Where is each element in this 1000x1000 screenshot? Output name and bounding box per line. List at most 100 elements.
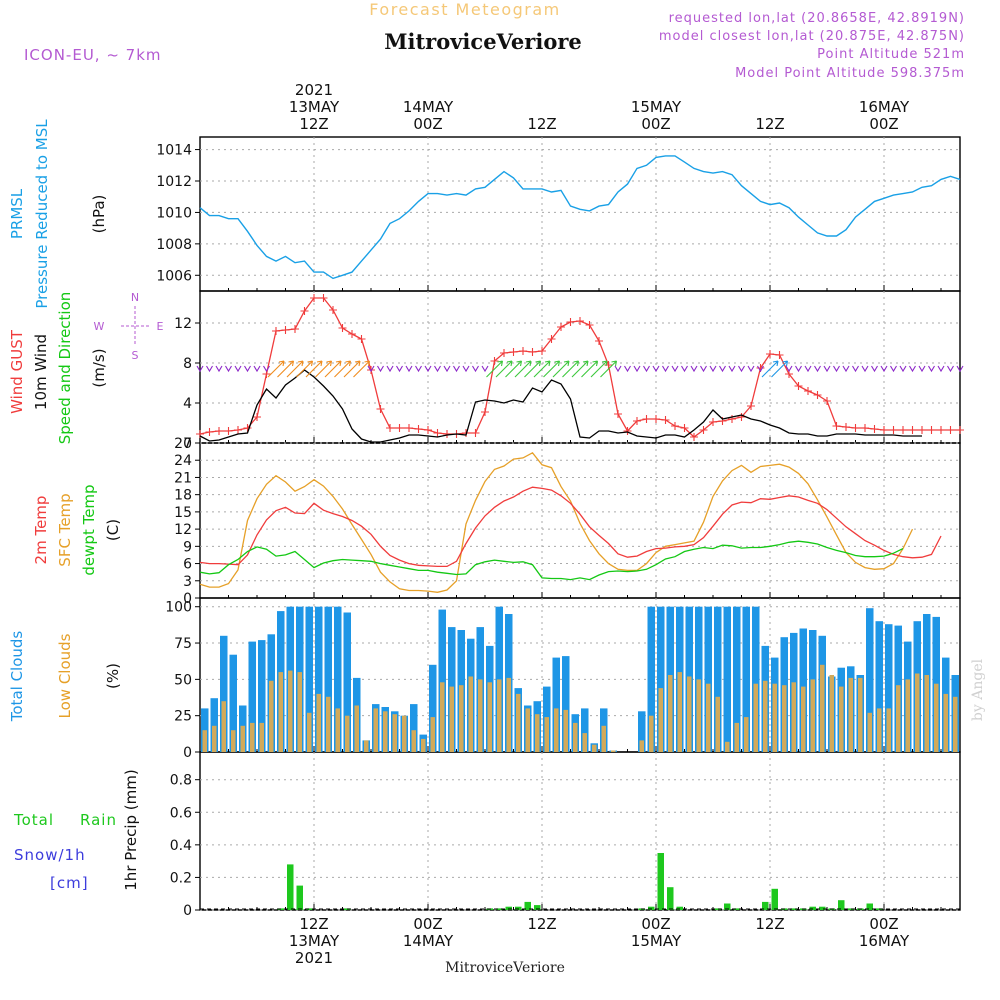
wind-direction-arrow [700,365,707,373]
bottom-time-label: 00Z [413,915,442,933]
low-cloud-bar [563,709,568,752]
gust-point [281,326,290,334]
gust-point [690,433,698,441]
wind-direction-arrow [533,360,551,378]
clouds-tick-label: 0 [183,745,192,761]
closest-coords: model closest lon,lat (20.875E, 42.875N) [659,29,965,44]
pressure-label: PRMSL [8,188,26,239]
low-cloud-bar [335,708,340,752]
low-cloud-bar [440,682,445,752]
gust-point [918,426,926,434]
wind-direction-arrow [909,365,916,373]
temp-dewpt-label: dewpt Temp [80,484,98,575]
total-cloud-bar [752,606,760,752]
gust-point [348,330,356,338]
low-cloud-bar [544,717,549,752]
wind-direction-arrow [652,365,660,373]
total-cloud-bar [866,608,874,752]
gust-point [424,426,432,434]
total-cloud-bar [552,657,560,752]
wind-direction-arrow [600,360,618,378]
gust-point [395,424,404,432]
total-cloud-bar [657,606,665,752]
wind-direction-arrow [662,365,669,373]
wind-direction-arrow [225,365,232,373]
gust-point [823,397,831,405]
wind-direction-arrow [405,365,413,373]
gust-point [414,425,423,433]
compass-north: N [131,291,139,304]
low-cloud-bar [677,672,682,752]
gust-point [775,351,784,359]
precip-bar [657,853,664,910]
wind-direction-arrow [614,365,622,373]
top-time-label: 12Z [755,115,784,133]
gust-point [652,415,660,423]
top-time-label: 12Z [527,115,556,133]
total-cloud-bar [714,606,722,752]
low-cloud-bar [668,675,673,752]
low-cloud-bar [297,672,302,752]
wind-direction-arrow [424,365,432,373]
low-cloud-bar [772,683,777,752]
total-cloud-bar [704,606,712,752]
bottom-time-label: 12Z [755,915,784,933]
low-cloud-bar [734,722,739,752]
total-cloud-bar [305,606,313,752]
gust-point [519,347,527,355]
wind-label: 10m Wind [32,334,50,410]
gust-point [595,337,603,345]
dewpt-temp-line [199,540,904,581]
wind-direction-arrow [918,365,926,373]
bottom-time-label: 13MAY [289,932,340,950]
wind-direction-arrow [253,365,261,373]
bottom-time-label: 15MAY [631,932,682,950]
low-cloud-bar [373,708,378,752]
gust-point [215,427,223,435]
low-cloud-bar [829,675,834,752]
temp-tick-label: 12 [174,522,192,538]
wind-direction-arrow [396,365,403,373]
pressure-frame [199,136,961,292]
precip-bar [676,906,683,910]
gust-point [490,357,499,365]
pressure-tick-label: 1014 [156,143,192,159]
gust-point [661,416,670,424]
gust-point [842,423,850,431]
precip-bar [648,906,655,910]
bottom-time-label: 12Z [299,915,328,933]
total-cloud-bar [875,621,883,752]
wind-direction-arrow [543,360,561,378]
pressure-tick-label: 1012 [156,174,192,190]
bottom-time-label: 00Z [869,915,898,933]
wind-direction-arrow [196,365,204,373]
low-cloud-bar [753,683,758,752]
top-time-label: 15MAY [631,98,682,116]
precip-bar [505,906,512,910]
precip-bar [724,903,731,910]
wind-direction-arrow [367,365,375,373]
precip-bar [515,906,522,910]
clouds-tick-label: 100 [165,600,192,616]
wind-tick-label: 4 [183,396,192,412]
temp-tick-label: 18 [174,488,192,504]
precip-bar [524,901,531,910]
low-cloud-bar [259,722,264,752]
wind-direction-arrow [785,365,793,373]
wind-direction-arrow [590,360,608,378]
gust-point [224,427,233,435]
wind-direction-arrow [747,365,755,373]
low-cloud-bar [525,708,530,752]
precip-tick-label: 0.2 [170,870,192,886]
low-cloud-bar [820,664,825,752]
low-cloud-bar [468,676,473,752]
precip-snow-unit: [cm] [50,874,89,892]
low-cloud-bar [497,679,502,752]
gust-point [699,426,708,434]
top-time-label: 16MAY [859,98,910,116]
total-clouds-label: Total Clouds [8,631,26,723]
temp-tick-label: 24 [174,453,192,469]
low-cloud-bar [516,693,521,752]
wind-direction-arrow [581,360,599,378]
gust-point [585,321,594,329]
